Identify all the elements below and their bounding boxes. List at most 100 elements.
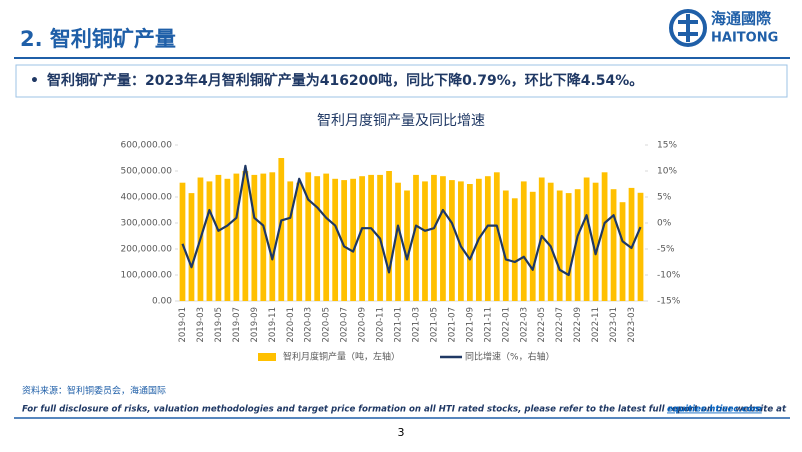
- x-tick-label: 2021-03: [411, 307, 421, 343]
- logo: 海通國際 HAITONG: [669, 9, 778, 47]
- legend-swatch: [258, 353, 276, 361]
- x-tick-label: 2023-01: [609, 307, 619, 343]
- bar: [511, 198, 518, 301]
- y-tick-label: 100,000.00: [120, 271, 172, 281]
- bar: [323, 173, 330, 301]
- x-tick-label: 2019-01: [178, 307, 188, 343]
- disclaimer-link[interactable]: equities.htisec.com: [667, 405, 762, 415]
- bar: [484, 176, 491, 301]
- bar: [449, 180, 455, 301]
- x-tick-label: 2022-05: [537, 307, 547, 343]
- bar: [269, 172, 276, 301]
- bar: [610, 189, 617, 301]
- chart-title: 智利月度铜产量及同比增速: [317, 113, 485, 129]
- x-tick-label: 2022-01: [501, 307, 511, 343]
- page-number: 3: [398, 426, 405, 439]
- y-tick-label: 300,000.00: [120, 219, 172, 229]
- y-tick-label: 400,000.00: [120, 193, 172, 203]
- bar: [547, 182, 554, 301]
- bar: [592, 182, 599, 301]
- y2-tick-label: -15%: [657, 297, 681, 307]
- bar: [422, 181, 428, 301]
- bar: [215, 174, 222, 301]
- x-tick-label: 2019-05: [214, 307, 224, 343]
- bar: [458, 181, 464, 301]
- x-tick-label: 2019-11: [268, 307, 278, 343]
- x-tick-label: 2022-11: [591, 307, 601, 343]
- bar: [431, 174, 437, 301]
- x-tick-label: 2020-07: [340, 307, 350, 343]
- x-tick-label: 2021-11: [483, 307, 493, 343]
- x-tick-label: 2020-11: [376, 307, 386, 343]
- legend-label: 智利月度铜产量（吨，左轴）: [283, 351, 400, 363]
- x-tick-label: 2022-03: [519, 307, 529, 343]
- source: 资料来源：智利铜委员会，海通国际: [22, 385, 166, 397]
- bar: [628, 187, 635, 301]
- line-series: [181, 164, 642, 277]
- bar: [251, 174, 258, 301]
- bar: [637, 192, 644, 301]
- bullet-text: 智利铜矿产量：2023年4月智利铜矿产量为416200吨，同比下降0.79%，环…: [46, 72, 643, 89]
- bar: [619, 202, 626, 301]
- x-tick-label: 2020-05: [322, 307, 332, 343]
- y2-tick-label: 15%: [657, 141, 677, 151]
- bar: [260, 173, 267, 301]
- x-tick-label: 2020-03: [304, 307, 314, 343]
- y-tick-label: 600,000.00: [120, 141, 172, 151]
- bar: [404, 190, 410, 301]
- bar: [574, 189, 581, 301]
- y2-tick-label: -5%: [657, 245, 675, 255]
- x-tick-label: 2019-07: [232, 307, 242, 343]
- bar: [467, 184, 473, 301]
- bar: [332, 178, 339, 301]
- bar: [565, 193, 572, 301]
- bar: [395, 182, 401, 301]
- y-tick-label: 0.00: [152, 297, 172, 307]
- bar: [224, 178, 231, 301]
- bar: [233, 173, 240, 301]
- bar: [386, 171, 392, 301]
- bar: [601, 172, 608, 301]
- bar: [188, 193, 195, 301]
- x-tick-label: 2020-01: [286, 307, 296, 343]
- y2-tick-label: -10%: [657, 271, 681, 281]
- x-tick-label: 2021-05: [429, 307, 439, 343]
- bar: [359, 176, 365, 301]
- bar: [341, 180, 348, 301]
- bar: [413, 174, 419, 301]
- logo-en: HAITONG: [711, 31, 778, 46]
- bar: [314, 176, 321, 301]
- bar: [440, 176, 446, 301]
- logo-cn: 海通國際: [711, 10, 772, 28]
- bar: [179, 182, 186, 301]
- x-tick-label: 2022-07: [555, 307, 565, 343]
- bar: [502, 190, 509, 301]
- x-tick-label: 2019-09: [250, 307, 260, 343]
- bar: [493, 172, 500, 301]
- bar: [529, 191, 536, 301]
- slide-title: 2. 智利铜矿产量: [20, 27, 176, 51]
- bar: [520, 181, 527, 301]
- disclaimer: For full disclosure of risks, valuation …: [22, 405, 787, 415]
- bar: [242, 171, 249, 301]
- bar: [287, 181, 294, 301]
- bar: [206, 181, 213, 301]
- bullet-dot: •: [30, 73, 39, 89]
- bullet-box: [15, 64, 788, 98]
- y-tick-label: 200,000.00: [120, 245, 172, 255]
- y2-tick-label: 10%: [657, 167, 677, 177]
- bar: [368, 174, 374, 301]
- bar: [305, 172, 312, 301]
- y2-tick-label: 0%: [657, 219, 672, 229]
- bar: [296, 182, 303, 301]
- x-tick-label: 2021-01: [394, 307, 404, 343]
- x-tick-label: 2022-09: [573, 307, 583, 343]
- x-tick-label: 2021-09: [465, 307, 475, 343]
- x-tick-label: 2023-03: [627, 307, 637, 343]
- x-tick-label: 2020-09: [358, 307, 368, 343]
- bar: [278, 158, 285, 301]
- bar: [583, 177, 590, 301]
- x-tick-label: 2019-03: [196, 307, 206, 343]
